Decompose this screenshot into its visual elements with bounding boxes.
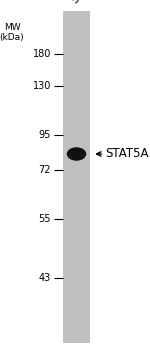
Text: MW
(kDa): MW (kDa): [0, 23, 24, 42]
Text: 43: 43: [39, 273, 51, 283]
Text: 95: 95: [39, 130, 51, 139]
Text: 130: 130: [33, 81, 51, 91]
Text: 72: 72: [39, 165, 51, 175]
Text: STAT5A: STAT5A: [105, 148, 148, 160]
Bar: [63, 11, 90, 343]
Text: SCC-9: SCC-9: [69, 0, 99, 5]
Ellipse shape: [67, 147, 86, 161]
Text: 180: 180: [33, 49, 51, 59]
Text: 55: 55: [39, 215, 51, 224]
